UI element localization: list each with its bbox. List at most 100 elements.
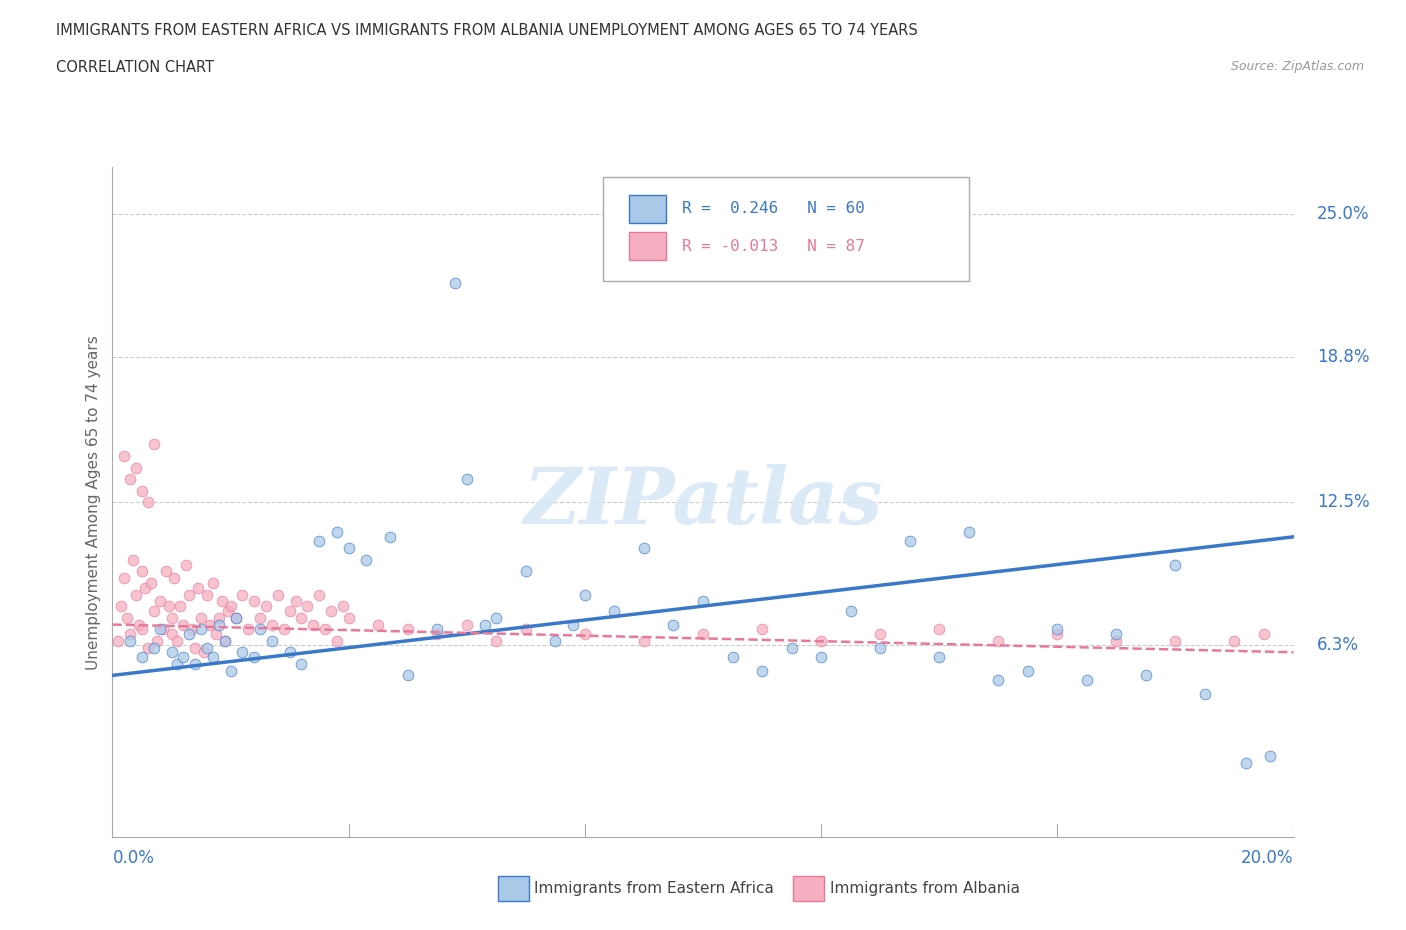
Point <box>692 594 714 609</box>
Point <box>225 610 247 625</box>
Point <box>869 640 891 655</box>
Point <box>166 657 188 671</box>
Point <box>142 640 165 655</box>
Point <box>751 622 773 637</box>
Point <box>125 587 148 602</box>
Point <box>308 534 330 549</box>
FancyBboxPatch shape <box>628 195 666 223</box>
Point <box>957 525 980 539</box>
FancyBboxPatch shape <box>603 178 969 281</box>
Point <box>928 649 950 664</box>
Point <box>515 622 537 637</box>
Point <box>208 610 231 625</box>
Point <box>219 599 242 614</box>
Text: ZIPatlas: ZIPatlas <box>523 464 883 540</box>
Point <box>574 587 596 602</box>
Point <box>444 275 467 290</box>
Point <box>260 633 283 648</box>
Point <box>426 627 449 642</box>
Point <box>308 587 330 602</box>
Point <box>136 495 159 510</box>
Point <box>810 633 832 648</box>
Point <box>987 672 1010 687</box>
Point <box>190 622 212 637</box>
Point <box>1046 622 1069 637</box>
Point <box>1105 633 1128 648</box>
Point <box>290 610 312 625</box>
Point <box>810 649 832 664</box>
Point <box>225 610 247 625</box>
Point <box>278 604 301 618</box>
Point <box>267 587 290 602</box>
Text: R =  0.246   N = 60: R = 0.246 N = 60 <box>682 202 865 217</box>
Point <box>780 640 803 655</box>
Point <box>378 529 401 544</box>
Text: Source: ZipAtlas.com: Source: ZipAtlas.com <box>1230 60 1364 73</box>
Point <box>1046 627 1069 642</box>
Point <box>195 587 218 602</box>
Text: 12.5%: 12.5% <box>1317 493 1369 512</box>
Point <box>219 663 242 678</box>
Text: 18.8%: 18.8% <box>1317 348 1369 365</box>
Point <box>120 627 142 642</box>
Point <box>302 618 325 632</box>
Text: IMMIGRANTS FROM EASTERN AFRICA VS IMMIGRANTS FROM ALBANIA UNEMPLOYMENT AMONG AGE: IMMIGRANTS FROM EASTERN AFRICA VS IMMIGR… <box>56 23 918 38</box>
Point <box>260 618 283 632</box>
Point <box>120 633 142 648</box>
Point <box>485 610 508 625</box>
Point <box>692 627 714 642</box>
Point <box>326 525 349 539</box>
Point <box>160 627 183 642</box>
Point <box>125 460 148 475</box>
Point <box>337 541 360 556</box>
Point <box>284 594 307 609</box>
Point <box>193 644 215 659</box>
Point <box>179 587 201 602</box>
Point <box>190 610 212 625</box>
Point <box>367 618 389 632</box>
Point <box>139 576 162 591</box>
Point <box>721 649 744 664</box>
Point <box>201 649 224 664</box>
Point <box>987 633 1010 648</box>
Point <box>184 657 207 671</box>
Point <box>356 552 378 567</box>
Point <box>214 633 236 648</box>
Point <box>928 622 950 637</box>
FancyBboxPatch shape <box>628 232 666 260</box>
Text: R = -0.013   N = 87: R = -0.013 N = 87 <box>682 239 865 254</box>
Point <box>205 627 228 642</box>
Point <box>122 552 145 567</box>
Text: 0.0%: 0.0% <box>112 848 155 867</box>
Point <box>278 644 301 659</box>
Point <box>211 594 233 609</box>
Point <box>214 633 236 648</box>
Point <box>128 618 150 632</box>
Point <box>1017 663 1039 678</box>
Point <box>107 633 129 648</box>
Point <box>751 663 773 678</box>
Point <box>187 580 209 595</box>
Point <box>1135 668 1157 683</box>
Point <box>184 640 207 655</box>
Point <box>456 618 478 632</box>
Point <box>172 649 194 664</box>
Point <box>1258 749 1281 764</box>
Point <box>131 622 153 637</box>
Point <box>1105 627 1128 642</box>
Point <box>172 618 194 632</box>
Point <box>254 599 277 614</box>
Point <box>839 604 862 618</box>
Point <box>474 618 496 632</box>
Point <box>326 633 349 648</box>
Point <box>169 599 191 614</box>
Point <box>243 649 266 664</box>
Point <box>142 437 165 452</box>
Text: 25.0%: 25.0% <box>1317 205 1369 222</box>
Y-axis label: Unemployment Among Ages 65 to 74 years: Unemployment Among Ages 65 to 74 years <box>86 335 101 670</box>
Point <box>174 557 197 572</box>
Point <box>157 599 180 614</box>
Point <box>396 622 419 637</box>
Point <box>238 622 260 637</box>
Point <box>562 618 585 632</box>
